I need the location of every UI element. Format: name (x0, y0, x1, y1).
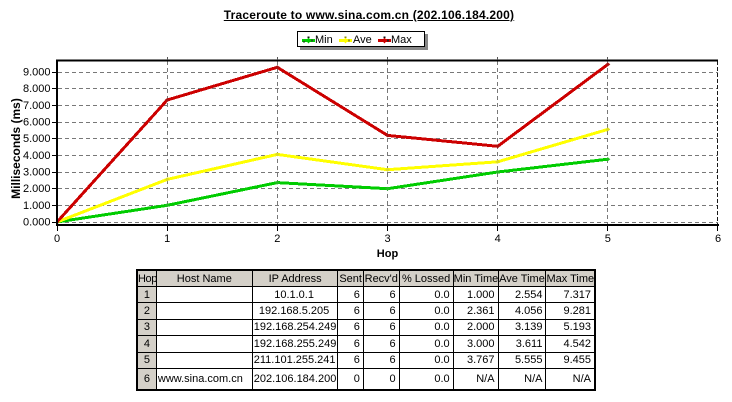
svg-text:1: 1 (164, 233, 170, 245)
svg-text:6.000: 6.000 (23, 117, 51, 129)
svg-text:8.000: 8.000 (23, 83, 51, 95)
svg-text:9.000: 9.000 (23, 67, 51, 79)
svg-text:4.000: 4.000 (23, 150, 51, 162)
svg-text:2: 2 (274, 233, 280, 245)
svg-text:Hop: Hop (377, 248, 399, 260)
svg-text:5: 5 (605, 233, 611, 245)
svg-text:5.000: 5.000 (23, 133, 51, 145)
svg-text:3.000: 3.000 (23, 167, 51, 179)
svg-text:4: 4 (495, 233, 501, 245)
svg-text:Milliseconds (ms): Milliseconds (ms) (9, 98, 23, 199)
svg-text:2.000: 2.000 (23, 183, 51, 195)
svg-text:0: 0 (54, 233, 60, 245)
svg-text:6: 6 (715, 233, 721, 245)
svg-text:3: 3 (384, 233, 390, 245)
svg-text:0.000: 0.000 (23, 217, 51, 229)
svg-text:1.000: 1.000 (23, 200, 51, 212)
svg-text:7.000: 7.000 (23, 100, 51, 112)
